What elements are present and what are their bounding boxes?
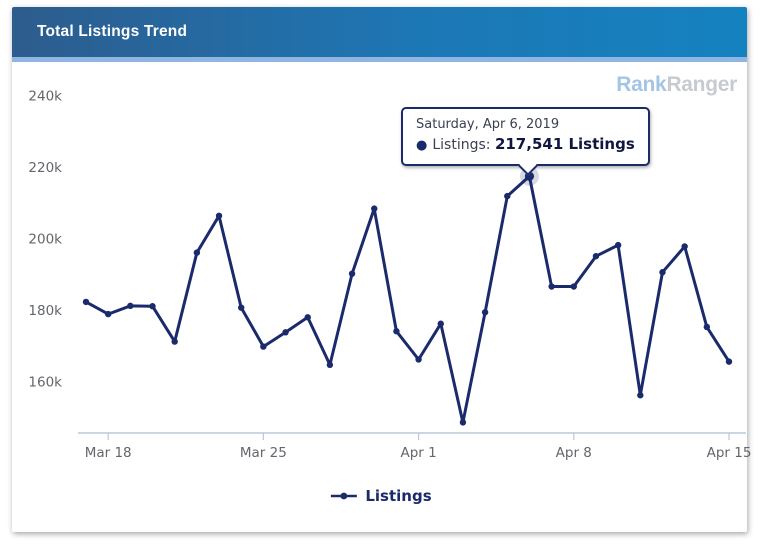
header-accent-strip: [12, 57, 747, 62]
tooltip-date: Saturday, Apr 6, 2019: [416, 117, 560, 132]
data-point[interactable]: [415, 356, 422, 363]
data-point[interactable]: [570, 283, 577, 290]
data-point[interactable]: [371, 205, 378, 212]
x-axis-label: Mar 18: [85, 445, 132, 461]
data-point[interactable]: [348, 270, 356, 277]
chart-widget-card: Total Listings Trend RankRanger: [12, 7, 747, 532]
y-axis-label: 240k: [28, 89, 62, 105]
x-axis-label: Apr 1: [400, 445, 436, 461]
data-point[interactable]: [238, 304, 245, 311]
x-axis-label: Mar 25: [240, 445, 287, 461]
data-point[interactable]: [459, 419, 467, 426]
data-point[interactable]: [659, 269, 666, 276]
data-point[interactable]: [282, 329, 289, 336]
data-point[interactable]: [193, 249, 201, 256]
data-point[interactable]: [127, 302, 134, 310]
widget-title: Total Listings Trend: [37, 23, 188, 40]
y-axis-label: 200k: [28, 232, 62, 248]
data-point[interactable]: [393, 328, 400, 335]
tooltip-value: 217,541 Listings: [494, 135, 635, 154]
data-point[interactable]: [703, 323, 711, 331]
chart-tooltip: Saturday, Apr 6, 2019 ● Listings: 217,541…: [401, 107, 650, 176]
legend-marker-icon: [330, 492, 357, 500]
data-point[interactable]: [82, 298, 90, 306]
y-axis-label: 220k: [28, 160, 62, 176]
x-axis-label: Apr 8: [556, 445, 592, 461]
data-point[interactable]: [326, 361, 334, 369]
data-point[interactable]: [149, 303, 156, 310]
data-point[interactable]: [614, 241, 622, 249]
widget-header: Total Listings Trend: [12, 7, 747, 57]
data-point[interactable]: [260, 343, 267, 350]
logo-text-rank: Rank: [616, 73, 667, 96]
series-bullet-icon: ●: [416, 138, 428, 154]
legend-item-listings[interactable]: Listings: [329, 487, 432, 505]
data-point[interactable]: [592, 252, 600, 260]
tooltip-value-row: ● Listings: 217,541 Listings: [416, 134, 635, 156]
series-line-listings[interactable]: [84, 174, 731, 424]
x-axis-label: Apr 15: [707, 445, 752, 461]
rankranger-logo: RankRanger: [616, 73, 737, 97]
data-point[interactable]: [725, 358, 733, 365]
data-point[interactable]: [637, 392, 644, 399]
legend-label: Listings: [365, 487, 432, 505]
data-point[interactable]: [171, 338, 178, 345]
y-axis-label: 160k: [28, 375, 62, 391]
data-point[interactable]: [681, 243, 688, 250]
data-point[interactable]: [504, 192, 511, 200]
data-point[interactable]: [215, 212, 223, 219]
data-point[interactable]: [548, 283, 555, 290]
y-axis-label: 180k: [28, 303, 62, 319]
data-point[interactable]: [481, 309, 489, 316]
data-point[interactable]: [304, 314, 311, 321]
logo-text-ranger: Ranger: [666, 73, 737, 96]
tooltip-series-label: Listings:: [432, 137, 491, 154]
data-point[interactable]: [437, 320, 444, 327]
data-point[interactable]: [104, 310, 112, 318]
